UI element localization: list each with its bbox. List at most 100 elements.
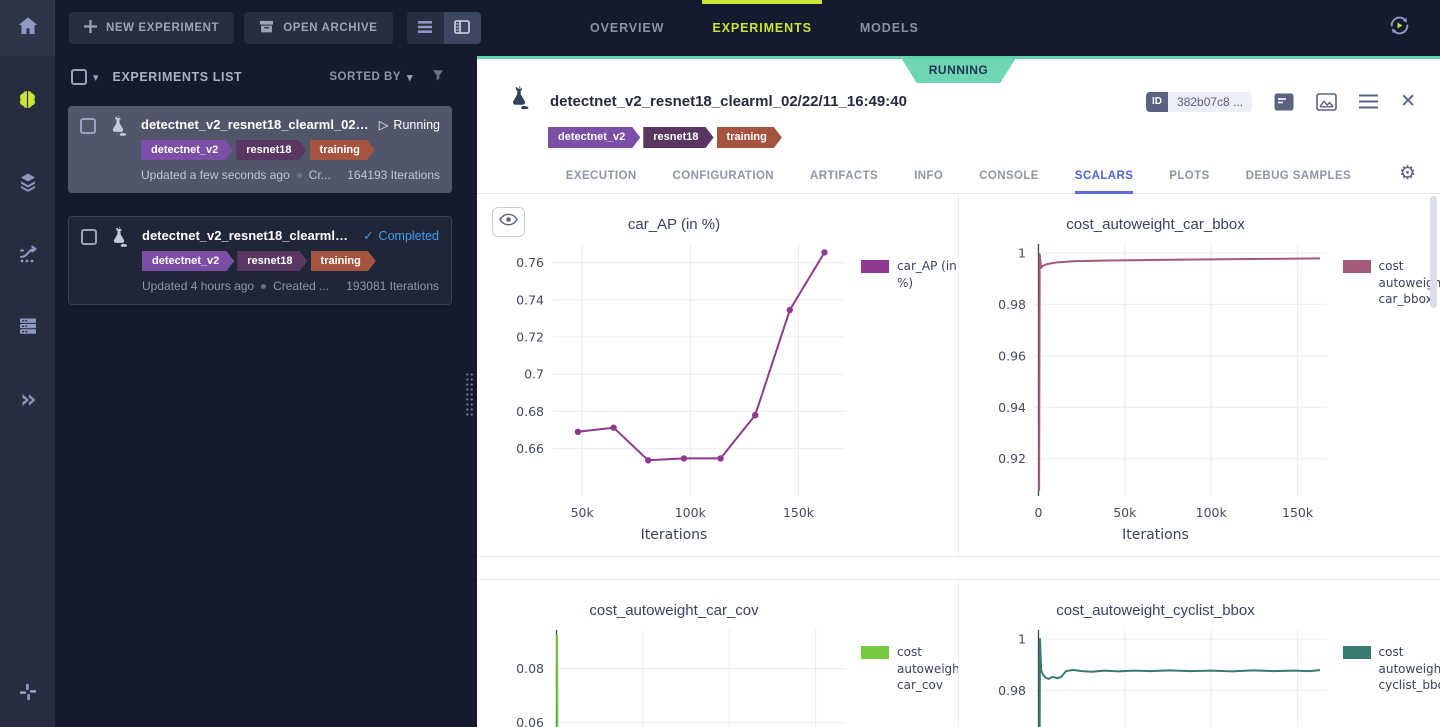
tab-debug-samples[interactable]: DEBUG SAMPLES [1245,170,1352,182]
experiment-card-completed[interactable]: detectnet_v2_resnet18_clearml_02/... ✓ C… [68,216,452,305]
tag[interactable]: training [311,251,376,271]
split-view-button[interactable] [443,12,481,44]
split-view-icon [454,19,470,37]
svg-text:50k: 50k [571,505,595,520]
sidebar-expand-button[interactable] [0,377,55,427]
panel-divider [461,56,477,727]
svg-text:0.76: 0.76 [516,255,544,270]
tag[interactable]: resnet18 [643,127,713,148]
tab-info[interactable]: INFO [914,170,944,182]
table-view-button[interactable] [406,12,444,44]
hide-show-metrics-button[interactable] [492,207,525,237]
description-button[interactable] [1274,93,1294,111]
dot-separator-icon [296,172,302,178]
legend-swatch [1342,260,1371,273]
svg-text:0.98: 0.98 [998,297,1026,312]
detail-tag-row: detectnet_v2 resnet18 training [548,127,1440,148]
id-label: ID [1146,91,1169,112]
sidebar-item-pipelines[interactable] [0,231,55,281]
experiment-checkbox[interactable] [81,229,97,245]
iterations-count: 193081 Iterations [346,279,439,293]
filter-icon[interactable] [431,68,445,87]
caret-down-icon: ▾ [406,71,413,84]
eye-icon [499,213,518,231]
experiment-checkbox[interactable] [80,118,96,134]
menu-button[interactable] [1359,94,1379,109]
chart-plot[interactable]: 0.66 0.68 0.7 0.72 0.74 0.76 50k 100k 150k [493,238,855,526]
select-all-checkbox[interactable] [71,69,87,85]
preview-image-button[interactable] [1316,92,1337,111]
svg-text:0.68: 0.68 [516,404,544,419]
tab-console[interactable]: CONSOLE [979,170,1039,182]
resize-grip[interactable] [465,372,474,416]
server-icon [16,314,40,343]
view-toggle [406,12,481,44]
home-icon [16,14,40,43]
iterations-count: 164193 Iterations [347,168,440,182]
tag[interactable]: resnet18 [236,140,306,160]
chart-legend[interactable]: cost autoweight car_cov [861,644,958,694]
sidebar-item-workers-queues[interactable] [0,303,55,353]
check-icon: ✓ [363,229,374,243]
tag[interactable]: detectnet_v2 [548,127,640,148]
updated-text: Updated a few seconds ago [141,168,290,182]
nav-models[interactable]: MODELS [859,21,919,35]
tab-execution[interactable]: EXECUTION [565,170,637,182]
chart-legend[interactable]: cost autoweight car_bbox [1342,258,1440,308]
caret-down-icon[interactable]: ▾ [93,71,99,84]
chart-legend[interactable]: car_AP (in %) [861,258,958,291]
tag[interactable]: detectnet_v2 [141,140,233,160]
svg-text:0.94: 0.94 [998,400,1026,415]
brain-icon [15,88,40,117]
legend-label: car_AP (in %) [897,259,957,290]
sorted-by-button[interactable]: SORTED BY ▾ [329,71,413,84]
tag[interactable]: training [717,127,782,148]
status-color-bar [477,56,1440,59]
sidebar-item-projects[interactable] [0,77,55,127]
tab-configuration[interactable]: CONFIGURATION [672,170,774,182]
updated-text: Updated 4 hours ago [142,279,255,293]
card-footer: Updated 4 hours ago Created ... 193081 I… [142,279,439,293]
tag-row: detectnet_v2 resnet18 training [142,251,439,271]
scrollbar-thumb[interactable] [1430,196,1437,308]
chart-card: cost_autoweight_cyclist_bbox 0.920.940.9… [958,579,1440,727]
archive-icon [259,19,274,37]
experiment-flask-icon [107,226,131,293]
home-button[interactable] [0,0,55,56]
sidebar-item-datasets[interactable] [0,159,55,209]
tab-plots[interactable]: PLOTS [1169,170,1210,182]
chart-title: cost_autoweight_car_bbox [1066,216,1245,233]
tab-scalars[interactable]: SCALARS [1075,158,1133,194]
experiments-list-title: EXPERIMENTS LIST [112,70,243,84]
tag[interactable]: training [310,140,375,160]
open-archive-button[interactable]: OPEN ARCHIVE [244,12,393,44]
experiment-flask-icon [505,85,533,118]
experiment-card-running[interactable]: detectnet_v2_resnet18_clearml_02/... ▷ R… [68,106,452,193]
svg-text:0.08: 0.08 [516,661,544,676]
double-chevron-right-icon [16,389,40,416]
tab-artifacts[interactable]: ARTIFACTS [810,170,879,182]
close-button[interactable]: ✕ [1400,91,1416,112]
new-experiment-button[interactable]: NEW EXPERIMENT [69,12,235,44]
tag[interactable]: detectnet_v2 [142,251,234,271]
play-icon: ▷ [378,118,389,132]
created-text: Cr... [308,168,331,182]
tag[interactable]: resnet18 [237,251,307,271]
auto-refresh-button[interactable] [1382,11,1416,45]
scalars-content: car_AP (in %) 0.66 0.68 0.7 0.72 0.74 0.76 50k… [477,194,1440,727]
card-left [81,226,131,293]
experiment-title: detectnet_v2_resnet18_clearml_02/22/11_1… [550,93,907,110]
card-footer: Updated a few seconds ago Cr... 164193 I… [141,168,440,182]
gear-icon[interactable]: ⚙ [1398,163,1416,184]
experiment-id-chip[interactable]: ID 382b07c8 ... [1146,91,1253,112]
slack-button[interactable] [0,669,55,719]
nav-experiments[interactable]: EXPERIMENTS [702,0,822,56]
id-value: 382b07c8 ... [1168,91,1253,112]
chart-plot[interactable]: 0.020.040.060.08050k100k150k [493,624,855,727]
detail-header: detectnet_v2_resnet18_clearml_02/22/11_1… [477,59,1440,118]
svg-text:150k: 150k [1282,505,1314,520]
nav-overview[interactable]: OVERVIEW [590,21,665,35]
